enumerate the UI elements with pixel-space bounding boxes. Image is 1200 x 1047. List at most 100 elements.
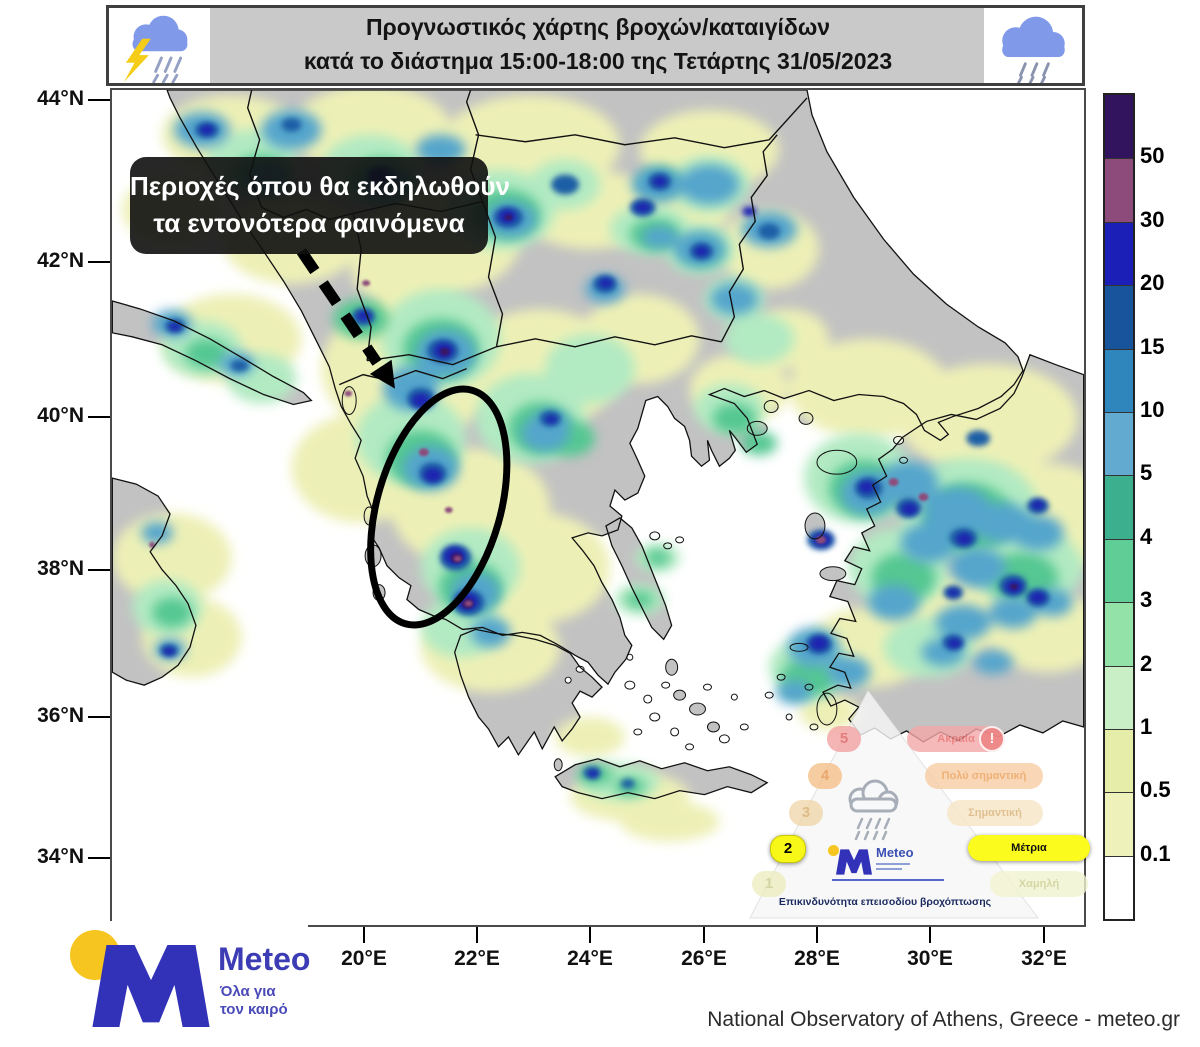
border-line: [720, 134, 778, 343]
island-outline: [776, 673, 786, 681]
islet-fill: [633, 728, 642, 735]
islet-fill: [719, 734, 730, 743]
border-line: [338, 368, 467, 386]
legend-value: 1: [1140, 714, 1153, 739]
legend-segment: [1105, 792, 1133, 856]
legend-value: 0.5: [1140, 777, 1171, 803]
island-outline: [689, 702, 706, 716]
map-annotations: [296, 248, 511, 629]
border-line: [475, 97, 808, 149]
title-line-2: κατά το διάστημα 15:00-18:00 της Τετάρτη…: [303, 48, 893, 74]
legend-segment: [1105, 285, 1133, 349]
storm-cloud-lightning-rain-icon: [123, 15, 188, 84]
islet-fill: [675, 536, 684, 543]
island-outline: [718, 734, 730, 744]
island-outline: [670, 727, 680, 737]
risk-level-pill-3: Σημαντική: [947, 800, 1043, 826]
islet-fill: [703, 684, 712, 691]
logo-name: Meteo: [218, 941, 311, 977]
risk-level-pill-1: Χαμηλή: [990, 871, 1088, 897]
islet-fill: [649, 713, 660, 721]
arrowhead-icon: [369, 359, 395, 389]
lon-tick: [589, 927, 591, 943]
mini-logo-dot: [828, 845, 839, 856]
legend-value: 4: [1140, 523, 1153, 549]
risk-level-badge-3: 3: [789, 800, 823, 826]
islet-fill: [643, 695, 652, 704]
annotation-line-2: τα εντονότερα φαινόμενα: [153, 208, 465, 238]
risk-level-pill-2: Μέτρια: [968, 835, 1090, 861]
border-line: [496, 335, 722, 348]
legend-segment: [1105, 728, 1133, 793]
islet-fill: [740, 723, 749, 730]
island-outline: [764, 691, 774, 699]
legend-value: 2: [1140, 650, 1153, 676]
legend-segment: [1105, 855, 1133, 920]
legend-segment: [1105, 348, 1133, 412]
storm-icon-box: [109, 8, 210, 84]
islet-fill: [786, 714, 793, 720]
islet-fill: [626, 654, 633, 661]
risk-pyramid: Meteo Επικινδυνότητα επεισοδίου βροχόπτω…: [740, 685, 1092, 922]
island-fill: [707, 721, 720, 732]
lon-label: 30°E: [907, 947, 953, 970]
island-outline: [626, 653, 634, 661]
banner-titles: Προγνωστικός χάρτης βροχών/καταιγίδων κα…: [214, 10, 982, 78]
lat-label: 38°N: [37, 557, 84, 580]
island-outline: [575, 665, 585, 673]
island-fill: [689, 703, 706, 716]
island-outline: [553, 758, 563, 772]
title-line-1: Προγνωστικός χάρτης βροχών/καταιγίδων: [365, 14, 831, 40]
island-outline: [661, 681, 671, 689]
logo-m: [92, 945, 210, 1027]
island-outline: [624, 680, 636, 690]
risk-level-badge-2: 2: [770, 835, 806, 863]
coastline: [554, 758, 769, 800]
legend-value: 5: [1140, 460, 1153, 486]
island-fill: [665, 659, 678, 676]
island-outline: [564, 676, 572, 684]
coastline: [112, 477, 197, 686]
island-outline: [809, 723, 819, 731]
island-outline: [746, 420, 768, 436]
lat-label: 44°N: [37, 87, 84, 110]
border-line: [481, 201, 504, 347]
mini-logo-m: [836, 849, 872, 875]
island-outline: [899, 456, 909, 464]
coastline: [112, 300, 313, 406]
island-outline: [804, 512, 826, 540]
legend-segment: [1105, 221, 1133, 286]
island-outline: [649, 712, 661, 722]
mini-logo-microtext: [876, 868, 902, 870]
highlight-ellipse: [367, 385, 511, 629]
logo-tagline-line1: Όλα για: [220, 983, 276, 1000]
lon-tick: [816, 927, 818, 943]
islet-fill: [624, 681, 635, 690]
rain-cloud-outline-icon: [848, 779, 899, 841]
precipitation-legend: [1103, 93, 1135, 922]
lon-tick: [929, 927, 931, 943]
islet-fill: [649, 531, 660, 540]
lat-label: 36°N: [37, 704, 84, 727]
lon-tick: [476, 927, 478, 943]
lat-tick: [88, 569, 110, 571]
lat-tick: [88, 857, 110, 859]
islet-fill: [565, 677, 572, 684]
legend-segment: [1105, 411, 1133, 476]
lon-tick: [363, 927, 365, 943]
rain-icon-box: [984, 8, 1082, 85]
islet-fill: [731, 694, 738, 701]
islet-fill: [576, 666, 585, 673]
mini-logo-microtext: [876, 863, 910, 865]
logo-tagline-line2: τον καιρό: [220, 1001, 288, 1018]
lat-tick: [88, 716, 110, 718]
island-outline: [819, 566, 847, 582]
meteo-logo: Meteo Όλα για τον καιρό: [58, 921, 311, 1043]
legend-segment: [1105, 158, 1133, 222]
legend-value: 20: [1140, 270, 1165, 296]
island-outline: [816, 449, 858, 475]
island-outline: [706, 721, 720, 733]
legend-segment: [1105, 665, 1133, 729]
islet-fill: [670, 727, 679, 736]
island-outline: [341, 386, 357, 415]
